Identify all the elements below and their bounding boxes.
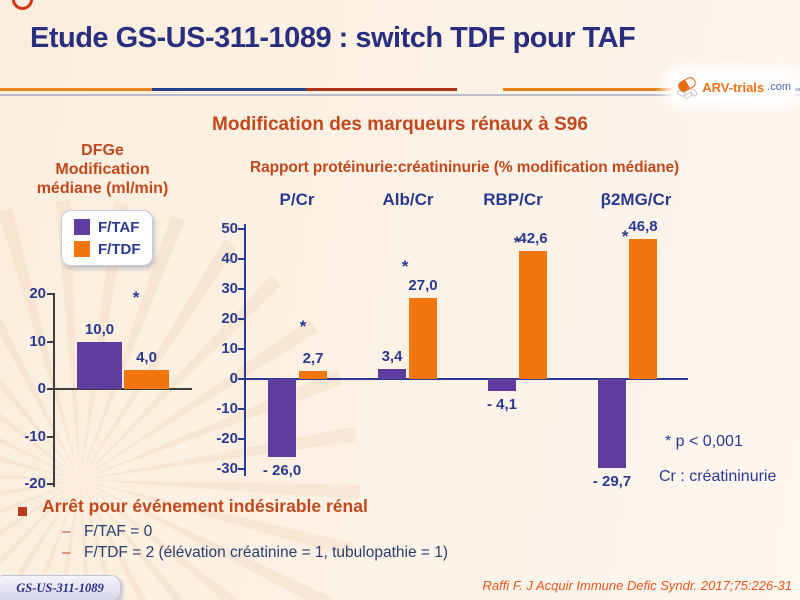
dash-bullet: – <box>62 544 71 561</box>
header-rule-silver <box>0 94 800 96</box>
dfge-significance-star: * <box>132 288 140 307</box>
ratio-significance-star: * <box>513 233 521 252</box>
legend: F/TAF F/TDF <box>61 210 153 266</box>
ratio-significance-star: * <box>401 257 409 276</box>
ftdf-swatch <box>74 241 90 257</box>
rule-segment-orange <box>0 88 152 91</box>
ratio-tick-label: -20 <box>216 430 238 447</box>
pill-icon <box>675 75 699 100</box>
category-label-b2mgcr: β2MG/Cr <box>600 190 672 209</box>
rule-segment-maroon <box>306 88 457 91</box>
slide-subtitle: Modification des marqueurs rénaux à S96 <box>212 114 588 135</box>
category-label-albcr: Alb/Cr <box>382 190 434 209</box>
ratio-bar-value: 2,7 <box>302 349 324 367</box>
arv-trials-logo: ARV-trials .com <box>671 74 795 100</box>
ratio-bar-value: 27,0 <box>408 277 438 294</box>
ratio-bar-f-tdf-3 <box>629 238 657 379</box>
ratio-zero-line <box>244 378 688 380</box>
cr-abbrev-note: Cr : créatininurie <box>659 468 777 485</box>
ratio-tick-label: 40 <box>221 250 238 267</box>
ratio-tick-label: 0 <box>229 370 238 387</box>
left-chart-title: DFGe Modification médiane (ml/min) <box>36 142 169 197</box>
rule-segment-orange2 <box>503 88 755 91</box>
category-label-pcr: P/Cr <box>279 190 315 209</box>
right-chart-title: Rapport protéinurie:créatininurie (% mod… <box>250 159 680 176</box>
ratio-tick-mark <box>238 468 244 470</box>
dfge-y-axis <box>53 293 55 487</box>
ratio-tick-mark <box>238 378 244 380</box>
dfge-tick-mark <box>47 340 53 343</box>
ratio-tick-mark <box>238 318 244 320</box>
dfge-tick-label: 20 <box>29 285 46 302</box>
ratio-bar-value: 42,6 <box>518 230 548 248</box>
ratio-bar-f-taf-1 <box>378 368 406 379</box>
ratio-bar-f-tdf-0 <box>299 370 327 379</box>
ratio-tick-mark <box>238 258 244 260</box>
decorative-arc <box>12 0 33 10</box>
ratio-bar-value: - 26,0 <box>262 462 302 479</box>
dfge-bar-f-taf <box>77 341 122 389</box>
ratio-tick-mark <box>238 348 244 350</box>
dfge-tick-mark <box>47 435 53 438</box>
legend-label-ftdf: F/TDF <box>98 240 141 258</box>
ratio-tick-label: 10 <box>221 340 238 357</box>
slide-title: Etude GS-US-311-1089 : switch TDF pour T… <box>30 22 636 54</box>
bullet-heading: Arrêt pour événement indésirable rénal <box>42 496 368 516</box>
dfge-tick-label: -10 <box>24 427 46 445</box>
ratio-tick-mark <box>238 408 244 410</box>
ratio-tick-label: 20 <box>221 310 238 327</box>
ratio-tick-label: 50 <box>221 220 238 237</box>
legend-label-ftaf: F/TAF <box>98 218 140 236</box>
rule-segment-gap <box>457 88 503 91</box>
dash-bullet: – <box>62 523 71 540</box>
dfge-bar-value: 10,0 <box>84 320 115 338</box>
dfge-tick-mark <box>47 483 53 485</box>
bullet-item-ftaf: F/TAF = 0 <box>84 523 153 540</box>
ratio-bar-value: - 29,7 <box>592 473 632 491</box>
logo-name: ARV-trials <box>702 79 765 95</box>
category-label-rbpcr: RBP/Cr <box>483 190 543 209</box>
bullet-square <box>18 507 27 516</box>
study-id-badge: GS-US-311-1089 <box>0 575 121 600</box>
ratio-bar-value: 46,8 <box>628 217 658 235</box>
dfge-tick-mark <box>47 293 53 295</box>
p-value-note: * p < 0,001 <box>665 433 743 450</box>
dfge-tick-mark <box>47 388 53 390</box>
rule-segment-blue <box>152 88 306 91</box>
ratio-tick-label: -30 <box>216 460 238 477</box>
legend-item-ftdf: F/TDF <box>74 241 152 258</box>
dfge-bar-f-tdf <box>124 370 169 389</box>
ratio-bar-f-taf-0 <box>268 379 296 457</box>
ratio-bar-value: - 4,1 <box>486 396 517 414</box>
ratio-tick-label: 30 <box>221 280 238 297</box>
bullet-item-ftdf: F/TDF = 2 (élévation créatinine = 1, tub… <box>84 544 449 561</box>
ratio-bar-f-tdf-1 <box>409 298 437 379</box>
citation: Raffi F. J Acquir Immune Defic Syndr. 20… <box>482 578 792 593</box>
ratio-bar-value: 3,4 <box>381 347 403 365</box>
ratio-y-axis <box>244 224 246 476</box>
dfge-tick-label: 10 <box>29 332 46 350</box>
ratio-bar-f-tdf-2 <box>519 251 547 379</box>
dfge-bar-value: 4,0 <box>136 349 157 366</box>
legend-item-ftaf: F/TAF <box>74 219 152 236</box>
dfge-zero-line <box>53 388 192 390</box>
ratio-bar-f-taf-3 <box>598 379 626 469</box>
ratio-significance-star: * <box>299 317 307 336</box>
ratio-bar-f-taf-2 <box>488 379 516 392</box>
ratio-tick-label: -10 <box>216 400 238 417</box>
ftaf-swatch <box>74 219 90 235</box>
ratio-tick-mark <box>238 288 244 290</box>
dfge-tick-label: -20 <box>24 475 46 492</box>
logo-tld: .com <box>767 81 791 93</box>
ratio-tick-mark <box>238 438 244 440</box>
dfge-tick-label: 0 <box>37 380 46 397</box>
ratio-significance-star: * <box>621 227 629 246</box>
ratio-tick-mark <box>238 228 244 230</box>
